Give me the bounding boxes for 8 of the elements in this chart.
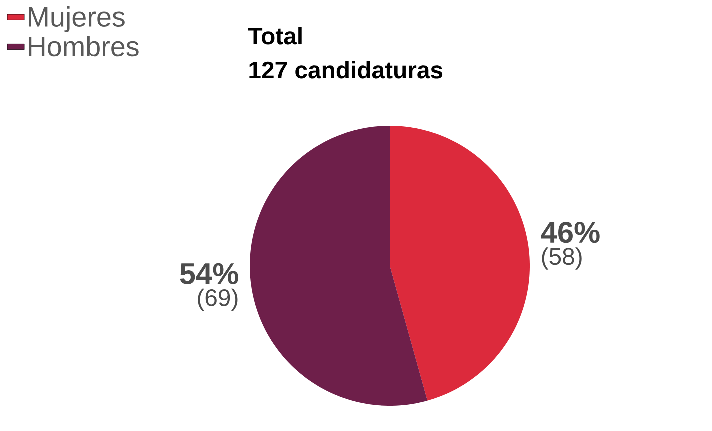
data-label: (69) [198, 288, 238, 312]
data-label: (58) [542, 248, 582, 270]
text: 54% [180, 263, 238, 284]
text: Total [248, 27, 302, 45]
legend-label: Mujeres [28, 6, 125, 32]
legend-label: Hombres [28, 36, 139, 57]
text: 127 candidaturas [250, 61, 443, 79]
text: 46% [541, 222, 600, 244]
